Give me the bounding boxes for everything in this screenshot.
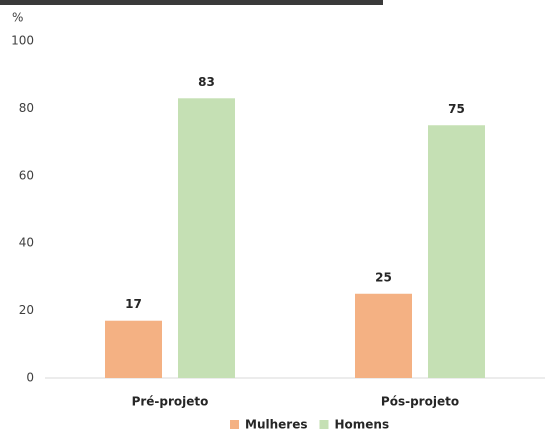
y-tick-label: 0 xyxy=(26,371,34,385)
data-label: 17 xyxy=(125,297,142,311)
bar xyxy=(355,293,412,378)
bar xyxy=(178,98,235,378)
legend-swatch xyxy=(319,420,329,429)
data-label: 25 xyxy=(375,270,392,284)
bar xyxy=(428,125,485,378)
header-bar xyxy=(0,0,383,5)
bar xyxy=(105,320,162,378)
y-tick-label: 80 xyxy=(19,101,34,115)
y-axis-label: % xyxy=(12,11,23,25)
x-tick-label: Pré-projeto xyxy=(132,395,209,409)
y-tick-label: 100 xyxy=(11,34,34,48)
legend-swatch xyxy=(230,420,239,429)
x-tick-label: Pós-projeto xyxy=(381,395,459,409)
y-tick-label: 60 xyxy=(19,168,34,182)
data-label: 75 xyxy=(448,102,465,116)
data-label: 83 xyxy=(198,75,215,89)
legend-label: Mulheres xyxy=(245,418,307,432)
y-tick-label: 40 xyxy=(19,236,34,250)
legend-label: Homens xyxy=(334,418,389,432)
y-tick-label: 20 xyxy=(19,303,34,317)
